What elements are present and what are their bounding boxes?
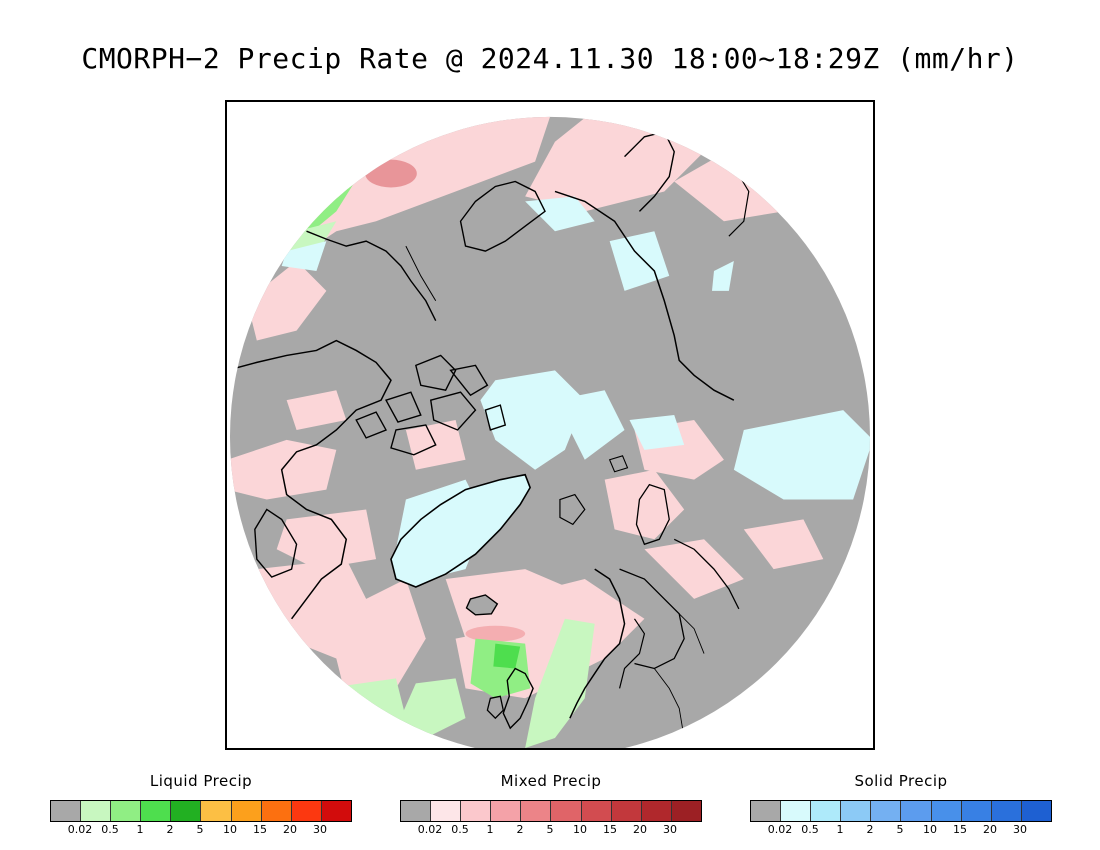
legend-tick-label: 1: [836, 823, 844, 836]
legend-swatch: [81, 801, 112, 821]
legend-tick-label: 0.5: [101, 823, 119, 836]
legend-swatch: [811, 801, 842, 821]
legend-swatch: [491, 801, 522, 821]
legend-tick-label: 10: [223, 823, 237, 836]
legend-swatch: [841, 801, 872, 821]
legend-tick-label: 15: [603, 823, 617, 836]
north-america-coast: [306, 230, 437, 321]
legend-tick-label: 0.02: [417, 823, 443, 836]
legend-swatch: [581, 801, 612, 821]
legend-swatch: [641, 801, 672, 821]
legend-tick-label: 10: [923, 823, 937, 836]
north-pole-region: [535, 415, 555, 445]
legend-tick-label: 2: [866, 823, 874, 836]
legend-swatch: [611, 801, 642, 821]
legend-swatch: [871, 801, 902, 821]
legend-tick-label: 20: [983, 823, 997, 836]
franz-josef-land: [608, 455, 629, 473]
legend-colorbar-solid: [750, 800, 1052, 822]
legend-tick-label: 30: [663, 823, 677, 836]
legend-swatch: [171, 801, 202, 821]
legend-swatch: [961, 801, 992, 821]
novaya-zemlya: [635, 483, 670, 546]
legend-tick-label: 1: [136, 823, 144, 836]
scandinavia-coast: [619, 568, 685, 670]
legend-tick-label: 0.02: [767, 823, 793, 836]
legend-tick-label: 0.02: [67, 823, 93, 836]
legend-swatch: [401, 801, 432, 821]
alaska-coast: [459, 180, 546, 252]
legend-tick-label: 2: [516, 823, 524, 836]
legend-colorbar-mixed: [400, 800, 702, 822]
legend-colorbar-liquid: [50, 800, 352, 822]
great-britain: [502, 667, 534, 730]
legend-tick-label: 20: [633, 823, 647, 836]
legend-liquid: Liquid Precip 0.02 0.5 1 2 5 10 15 20 30: [50, 772, 352, 837]
country-border: [678, 613, 705, 654]
legend-swatch: [231, 801, 262, 821]
legend-ticks-solid: 0.02 0.5 1 2 5 10 15 20 30: [750, 823, 1050, 837]
legend-swatch: [671, 801, 701, 821]
iceland-outline: [465, 594, 499, 616]
hudson-bay-coast: [254, 508, 298, 578]
legend-swatch: [141, 801, 172, 821]
polar-map: [225, 100, 875, 750]
country-border: [653, 668, 685, 739]
legend-swatch: [521, 801, 552, 821]
legend-tick-label: 30: [313, 823, 327, 836]
legend-tick-label: 15: [953, 823, 967, 836]
legend-swatch: [321, 801, 351, 821]
legend-ticks-mixed: 0.02 0.5 1 2 5 10 15 20 30: [400, 823, 700, 837]
legend-tick-label: 2: [166, 823, 174, 836]
precip-fields: [229, 116, 871, 748]
legend-swatch: [261, 801, 292, 821]
svalbard: [559, 493, 586, 526]
legend-swatch: [461, 801, 492, 821]
legend-swatch: [901, 801, 932, 821]
mixed-precip-heavy: [365, 159, 417, 188]
legend-tick-label: 1: [486, 823, 494, 836]
canada-alaska-border: [405, 245, 437, 302]
legend-swatch: [781, 801, 812, 821]
canadian-archipelago: [355, 354, 507, 456]
legend-swatch: [51, 801, 82, 821]
legend-tick-label: 15: [253, 823, 267, 836]
mixed-precip-heavy: [465, 625, 526, 642]
legend-swatch: [751, 801, 782, 821]
legend-tick-label: 30: [1013, 823, 1027, 836]
legend-swatch: [551, 801, 582, 821]
legend-title-liquid: Liquid Precip: [149, 772, 253, 790]
greenland-outline: [390, 473, 532, 588]
legend-title-solid: Solid Precip: [854, 772, 948, 790]
legend-ticks-liquid: 0.02 0.5 1 2 5 10 15 20 30: [50, 823, 350, 837]
ireland: [486, 695, 504, 720]
legend-tick-label: 5: [546, 823, 554, 836]
legend-solid: Solid Precip 0.02 0.5 1 2 5 10 15 20 30: [750, 772, 1052, 837]
legend-tick-label: 5: [196, 823, 204, 836]
legend-swatch: [931, 801, 962, 821]
north-america-coast: [229, 339, 392, 620]
legend-swatch: [201, 801, 232, 821]
legend-swatch: [291, 801, 322, 821]
map-title: CMORPH−2 Precip Rate @ 2024.11.30 18:00~…: [81, 42, 1019, 75]
scandinavia-coast: [569, 568, 626, 719]
legend-title-mixed: Mixed Precip: [500, 772, 602, 790]
baltic-coast: [618, 618, 646, 689]
legend-swatch: [431, 801, 462, 821]
mixed-precip-areas: [229, 116, 824, 699]
siberia-coast: [554, 190, 735, 401]
legend-tick-label: 0.5: [801, 823, 819, 836]
legend-mixed: Mixed Precip 0.02 0.5 1 2 5 10 15 20 30: [400, 772, 702, 837]
legend-swatch: [991, 801, 1022, 821]
legend-tick-label: 5: [896, 823, 904, 836]
russia-coast: [673, 538, 740, 610]
legend-swatch: [1021, 801, 1051, 821]
legend-swatch: [111, 801, 142, 821]
legend-tick-label: 0.5: [451, 823, 469, 836]
legend-tick-label: 10: [573, 823, 587, 836]
legend-tick-label: 20: [283, 823, 297, 836]
chukotka-coast: [624, 131, 675, 212]
